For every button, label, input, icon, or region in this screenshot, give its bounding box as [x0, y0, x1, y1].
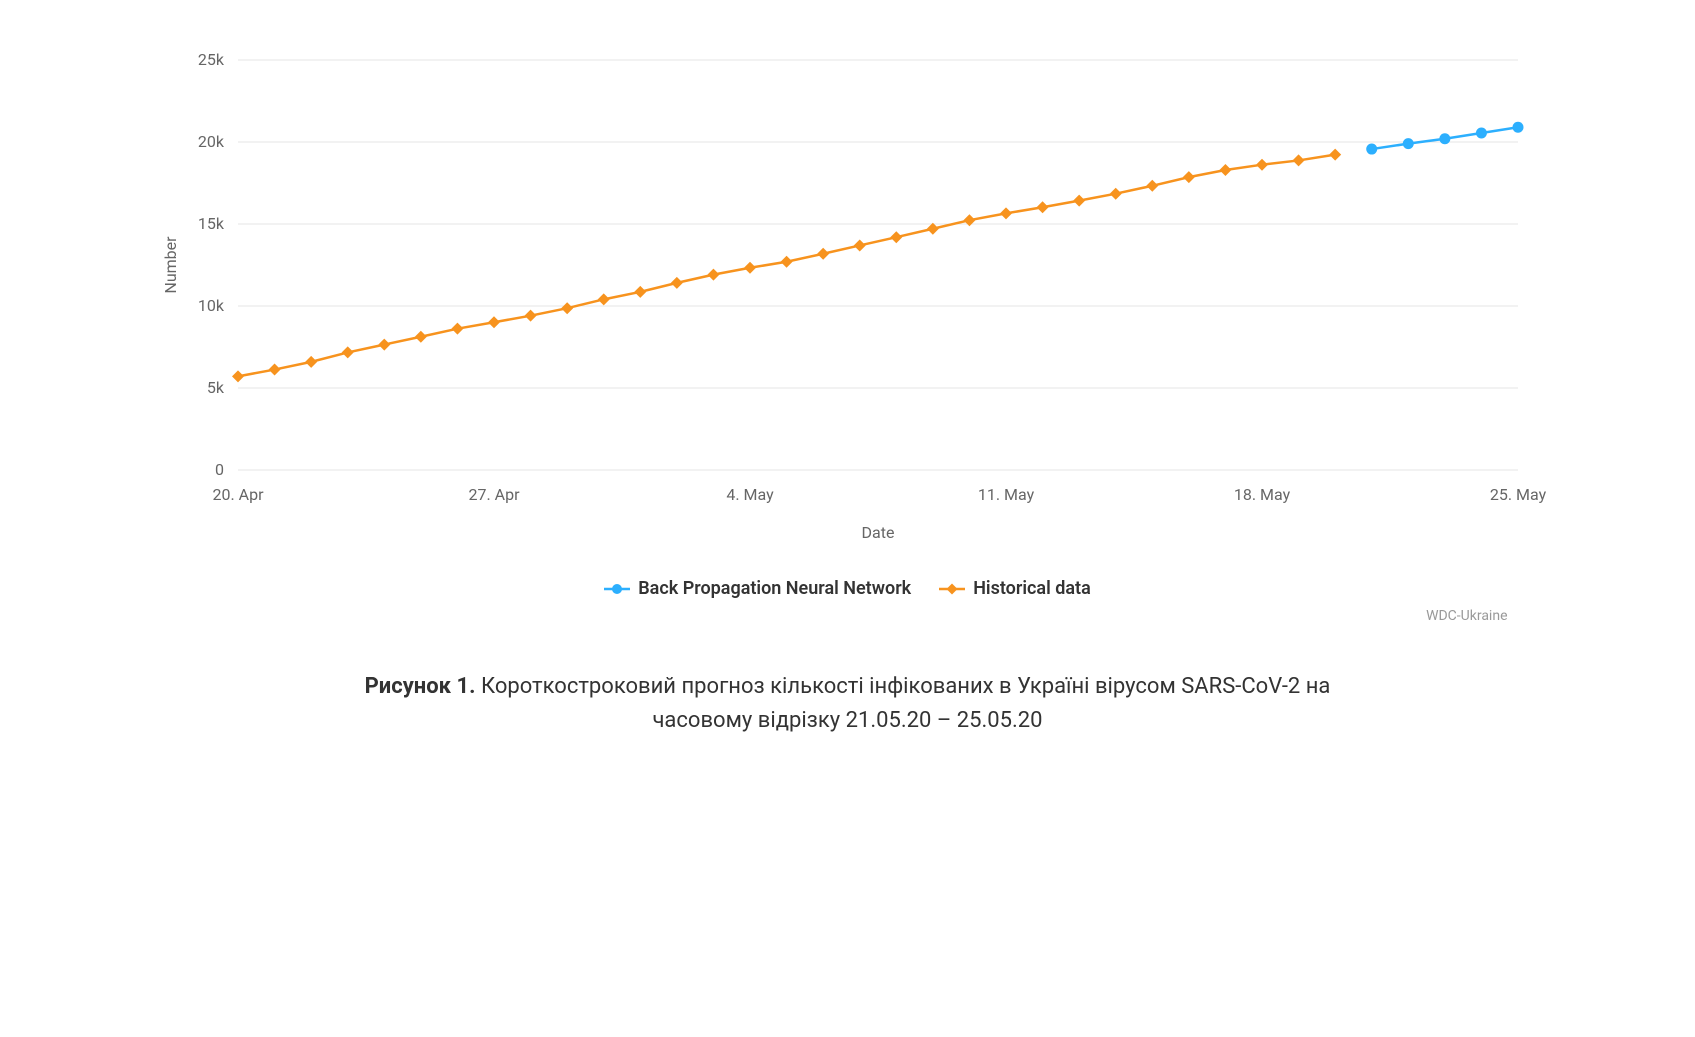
marker-diamond	[853, 239, 865, 251]
legend-marker	[939, 581, 965, 597]
caption-text-1: Короткостроковий прогноз кількості інфік…	[476, 674, 1331, 699]
marker-diamond	[1036, 201, 1048, 213]
marker-diamond	[451, 323, 463, 335]
y-tick-label: 10k	[197, 296, 224, 315]
marker-circle	[1512, 122, 1523, 133]
marker-diamond	[817, 248, 829, 260]
marker-diamond	[926, 223, 938, 235]
marker-circle	[1402, 138, 1413, 149]
line-chart: 0 5k 10k 15k 20k 25k 20. Apr 27. Apr 4. May 11. M…	[148, 40, 1548, 560]
x-tick-label: 25. May	[1489, 485, 1546, 504]
caption-label: Рисунок 1.	[365, 674, 476, 699]
marker-diamond	[488, 316, 500, 328]
marker-diamond	[744, 262, 756, 274]
marker-diamond	[1146, 180, 1158, 192]
legend-item-bpnn[interactable]: Back Propagation Neural Network	[604, 578, 911, 599]
x-tick-label: 18. May	[1233, 485, 1290, 504]
chart-container: 0 5k 10k 15k 20k 25k 20. Apr 27. Apr 4. May 11. M…	[148, 40, 1548, 738]
legend-marker	[604, 581, 630, 597]
marker-circle	[1475, 127, 1486, 138]
legend-label: Back Propagation Neural Network	[638, 578, 911, 599]
marker-diamond	[305, 356, 317, 368]
legend: Back Propagation Neural Network Historic…	[148, 578, 1548, 602]
credits-label: WDC-Ukraine	[148, 608, 1548, 624]
x-axis-label: Date	[861, 523, 894, 542]
y-tick-label: 15k	[197, 214, 224, 233]
marker-diamond	[1073, 195, 1085, 207]
marker-diamond	[1109, 188, 1121, 200]
marker-diamond	[634, 286, 646, 298]
marker-diamond	[232, 370, 244, 382]
x-tick-label: 11. May	[977, 485, 1034, 504]
marker-diamond	[1182, 171, 1194, 183]
marker-diamond	[341, 346, 353, 358]
marker-diamond	[890, 231, 902, 243]
marker-circle	[1439, 133, 1450, 144]
x-tick-label: 4. May	[726, 485, 774, 504]
marker-diamond	[1329, 149, 1341, 161]
y-tick-label: 25k	[197, 50, 224, 69]
marker-diamond	[707, 269, 719, 281]
marker-diamond	[1292, 154, 1304, 166]
y-tick-label: 5k	[206, 378, 224, 397]
legend-item-historical[interactable]: Historical data	[939, 578, 1091, 599]
caption-text-2: часовому відрізку 21.05.20 – 25.05.20	[652, 708, 1042, 733]
marker-diamond	[1219, 164, 1231, 176]
marker-diamond	[1256, 159, 1268, 171]
marker-circle	[1366, 144, 1377, 155]
x-tick-label: 27. Apr	[468, 485, 520, 504]
y-axis-label: Number	[161, 236, 180, 294]
y-tick-label: 0	[215, 460, 224, 479]
marker-diamond	[597, 293, 609, 305]
legend-label: Historical data	[973, 578, 1091, 599]
x-tick-label: 20. Apr	[212, 485, 264, 504]
marker-diamond	[414, 331, 426, 343]
marker-diamond	[1000, 207, 1012, 219]
y-tick-label: 20k	[197, 132, 224, 151]
marker-diamond	[268, 364, 280, 376]
marker-diamond	[670, 277, 682, 289]
marker-diamond	[561, 302, 573, 314]
marker-diamond	[378, 339, 390, 351]
figure-caption: Рисунок 1. Короткостроковий прогноз кіль…	[148, 670, 1548, 738]
marker-diamond	[780, 256, 792, 268]
marker-diamond	[524, 310, 536, 322]
